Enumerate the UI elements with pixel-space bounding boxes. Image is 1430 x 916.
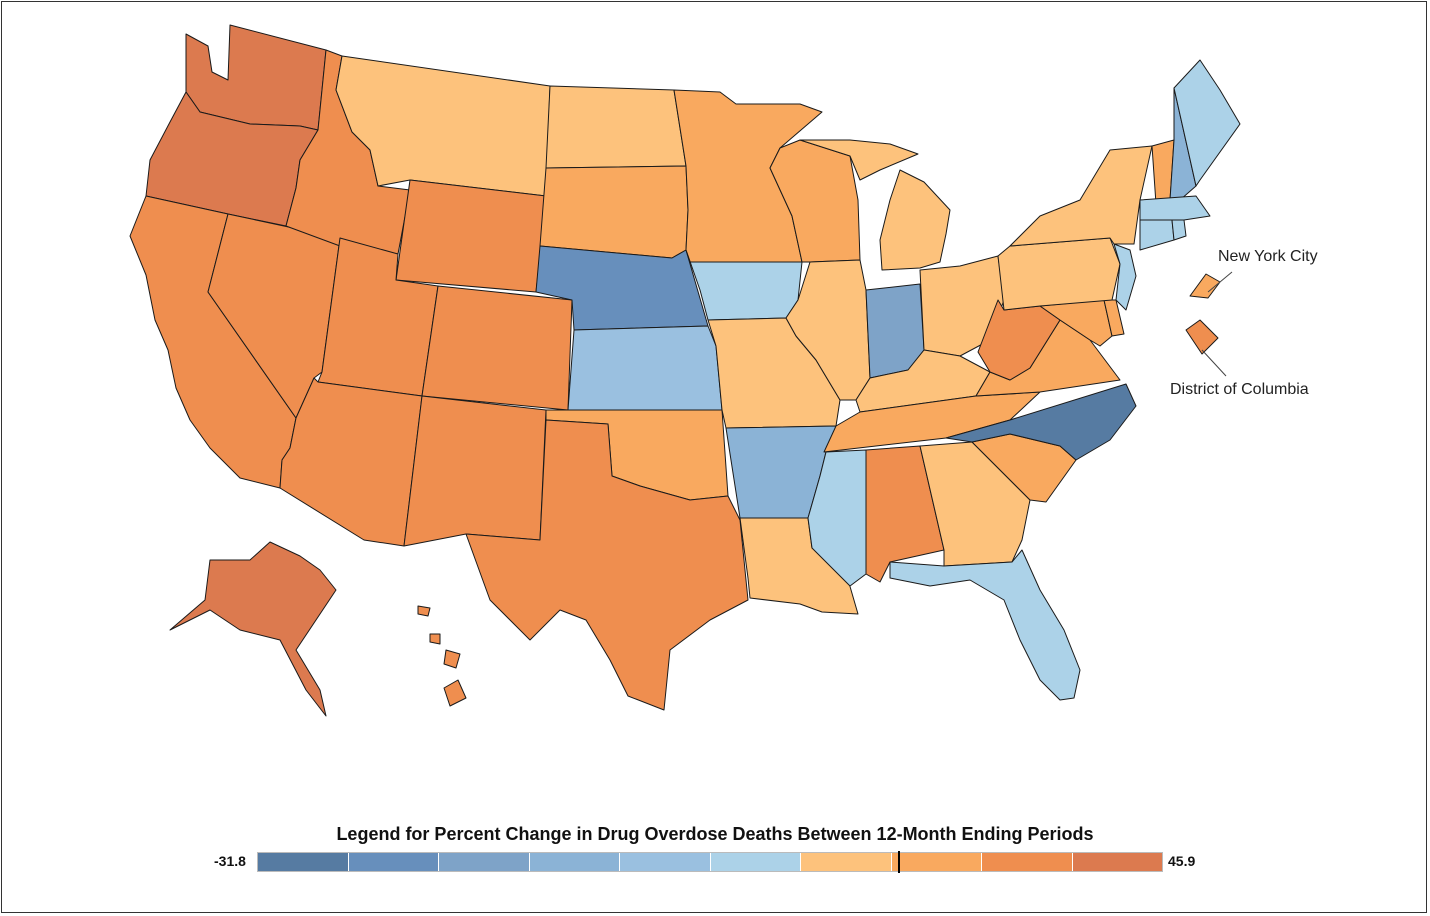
- state-south-dakota[interactable]: [539, 165, 689, 259]
- legend-swatch-9: [982, 853, 1073, 871]
- state-kansas[interactable]: [567, 325, 723, 411]
- state-new-york[interactable]: [1009, 145, 1153, 247]
- state-new-mexico[interactable]: [403, 395, 547, 547]
- legend-swatch-1: [258, 853, 349, 871]
- dc-callout-label: District of Columbia: [1170, 381, 1309, 398]
- state-wyoming[interactable]: [395, 179, 547, 293]
- legend-title: Legend for Percent Change in Drug Overdo…: [336, 824, 1094, 844]
- state-michigan-upper[interactable]: [799, 139, 919, 181]
- state-connecticut[interactable]: [1139, 219, 1175, 251]
- state-texas[interactable]: [465, 419, 749, 711]
- state-tennessee[interactable]: [823, 391, 1041, 453]
- state-maine[interactable]: [1173, 59, 1241, 187]
- state-new-hampshire[interactable]: [1169, 87, 1197, 201]
- state-florida[interactable]: [889, 549, 1081, 701]
- state-massachusetts[interactable]: [1139, 195, 1211, 221]
- state-rhode-island[interactable]: [1171, 219, 1187, 241]
- state-michigan-lower[interactable]: [879, 169, 951, 271]
- state-hawaii-oahu[interactable]: [429, 633, 441, 645]
- legend-color-scale: [257, 852, 1163, 872]
- legend-swatch-3: [439, 853, 530, 871]
- state-pennsylvania[interactable]: [997, 237, 1121, 311]
- dc-marker[interactable]: [1185, 319, 1219, 355]
- state-hawaii-maui[interactable]: [443, 649, 461, 669]
- legend-swatch-2: [348, 853, 439, 871]
- dc-callout-line: [1201, 349, 1227, 377]
- legend-swatch-10: [1072, 853, 1162, 871]
- nyc-callout-label: New York City: [1218, 248, 1318, 265]
- legend-max-label: 45.9: [1168, 853, 1196, 869]
- legend-current-marker: [898, 851, 901, 873]
- state-illinois[interactable]: [785, 259, 871, 401]
- legend-swatch-5: [620, 853, 711, 871]
- state-colorado[interactable]: [421, 285, 573, 411]
- legend-swatch-4: [529, 853, 620, 871]
- state-hawaii-big-island[interactable]: [443, 679, 467, 707]
- legend-swatch-7: [801, 853, 892, 871]
- state-new-jersey[interactable]: [1113, 243, 1137, 311]
- state-hawaii-kauai[interactable]: [417, 605, 431, 617]
- state-north-dakota[interactable]: [545, 85, 687, 169]
- state-alaska[interactable]: [169, 541, 337, 717]
- legend-swatch-8: [891, 853, 982, 871]
- legend-swatch-6: [710, 853, 801, 871]
- legend-min-label: -31.8: [214, 853, 246, 869]
- nyc-callout-line: [1207, 271, 1233, 293]
- state-north-carolina[interactable]: [945, 383, 1137, 461]
